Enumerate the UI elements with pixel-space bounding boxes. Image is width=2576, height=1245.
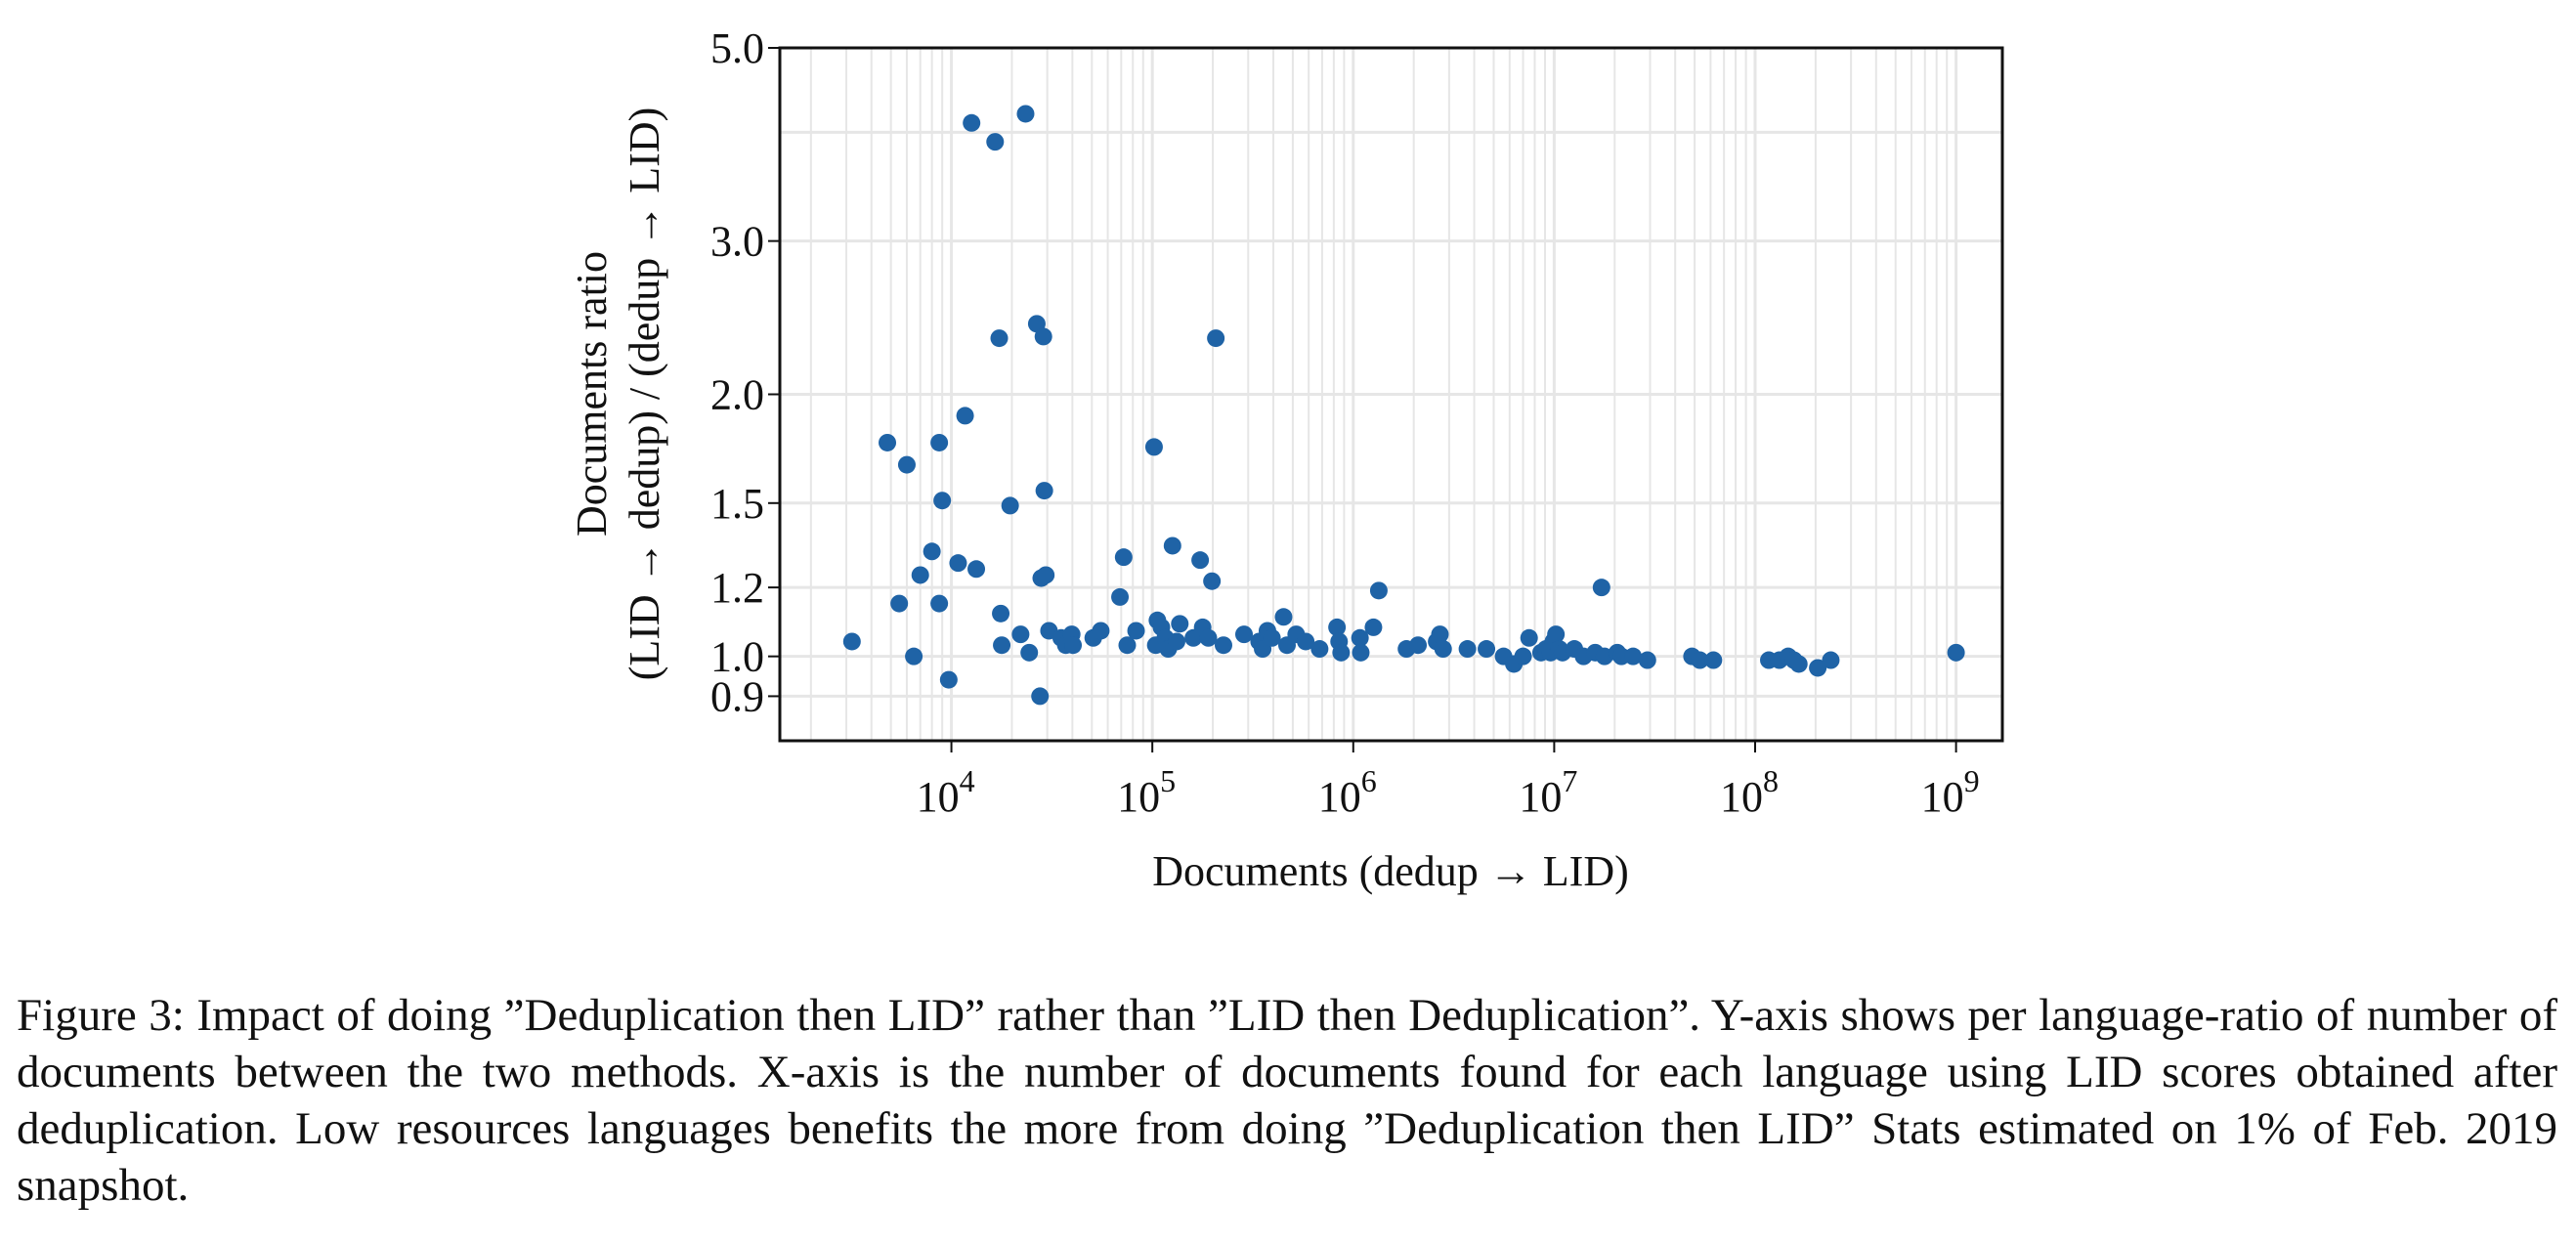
data-point xyxy=(1822,651,1840,669)
x-tick-label: 106 xyxy=(1318,763,1377,821)
data-point xyxy=(956,407,974,425)
data-point xyxy=(1020,643,1039,662)
data-point xyxy=(1592,579,1610,597)
data-point xyxy=(1171,615,1189,633)
data-point xyxy=(1092,622,1110,640)
data-point xyxy=(930,594,949,613)
data-point xyxy=(1001,496,1019,515)
data-point xyxy=(1127,622,1145,640)
data-point xyxy=(1310,640,1329,659)
data-point xyxy=(1199,628,1218,647)
data-point xyxy=(923,542,941,561)
data-point xyxy=(1191,551,1210,570)
y-tick-label: 2.0 xyxy=(710,371,764,419)
data-point xyxy=(1274,608,1293,626)
data-point xyxy=(1064,636,1083,655)
data-point xyxy=(1434,640,1452,659)
x-axis-title: Documents (dedup → LID) xyxy=(1152,847,1629,895)
data-point xyxy=(1328,618,1347,636)
data-point xyxy=(1163,537,1181,555)
data-point xyxy=(993,636,1011,655)
data-point xyxy=(1332,643,1351,662)
figure-caption: Figure 3: Impact of doing ”Deduplication… xyxy=(17,990,2557,1211)
y-tick-label: 3.0 xyxy=(710,218,764,266)
data-point xyxy=(1037,566,1055,584)
chart-grid xyxy=(780,46,2002,743)
data-point xyxy=(905,647,923,665)
data-point xyxy=(1297,632,1315,651)
data-point xyxy=(1111,587,1130,606)
data-point xyxy=(1167,632,1185,651)
data-point xyxy=(939,670,958,689)
data-point xyxy=(1789,655,1808,673)
data-point xyxy=(930,433,949,451)
data-point xyxy=(1409,636,1428,655)
data-point xyxy=(1638,651,1656,669)
data-point xyxy=(986,133,1005,151)
data-point xyxy=(1034,327,1052,346)
data-point xyxy=(1431,625,1449,644)
data-point xyxy=(1352,643,1370,662)
chart-background xyxy=(0,0,2576,919)
data-point xyxy=(990,329,1009,348)
x-tick-label: 107 xyxy=(1519,763,1577,821)
data-point xyxy=(1114,548,1133,567)
data-point xyxy=(1118,636,1137,655)
data-point xyxy=(1547,625,1566,644)
data-point xyxy=(1351,628,1369,647)
data-point xyxy=(879,433,897,451)
data-point xyxy=(1947,643,1965,662)
data-point xyxy=(1207,329,1225,348)
x-tick-label: 104 xyxy=(917,763,975,821)
data-point xyxy=(1011,625,1030,644)
data-point xyxy=(1514,647,1532,665)
y-tick-label: 5.0 xyxy=(710,24,764,72)
data-point xyxy=(897,455,916,474)
x-tick-label: 108 xyxy=(1720,763,1779,821)
data-point xyxy=(1691,651,1709,669)
data-point xyxy=(1016,105,1035,123)
y-tick-label: 0.9 xyxy=(710,672,764,720)
x-tick-label: 105 xyxy=(1117,763,1176,821)
data-point xyxy=(1035,482,1053,500)
data-point xyxy=(1520,628,1538,647)
data-point xyxy=(1203,572,1222,590)
data-point xyxy=(1458,640,1477,659)
x-tick-label: 109 xyxy=(1921,763,1980,821)
data-point xyxy=(1263,628,1281,647)
data-point xyxy=(1214,636,1232,655)
data-point xyxy=(967,560,986,579)
chart-points xyxy=(842,105,1965,706)
data-point xyxy=(842,632,861,651)
y-tick-label: 1.0 xyxy=(710,633,764,681)
y-axis-title-line-1: Documents ratio xyxy=(568,251,616,537)
y-axis-title-line-2: (LID → dedup) / (dedup → LID) xyxy=(621,107,668,681)
data-point xyxy=(933,492,952,510)
data-point xyxy=(890,594,909,613)
data-point xyxy=(1031,687,1050,706)
data-point xyxy=(1624,647,1643,665)
y-tick-label: 1.5 xyxy=(710,480,764,528)
data-point xyxy=(963,113,981,132)
data-point xyxy=(992,604,1010,622)
data-point xyxy=(1364,618,1383,636)
scatter-chart: 104 105 106 107 108 1090.91.01.21.52.03.05.0 … xyxy=(0,0,2576,919)
data-point xyxy=(1369,581,1388,600)
chart-ticks: 104 105 106 107 108 109 0.91.0 1.2 1.5 2.0 3.0 5.0 xyxy=(710,24,1980,821)
data-point xyxy=(949,554,967,573)
data-point xyxy=(1809,659,1827,677)
data-point xyxy=(1478,640,1496,659)
data-point xyxy=(1144,438,1163,456)
data-point xyxy=(1235,625,1254,644)
data-point xyxy=(911,566,929,584)
y-tick-label: 1.2 xyxy=(710,564,764,612)
data-point xyxy=(1704,651,1723,669)
